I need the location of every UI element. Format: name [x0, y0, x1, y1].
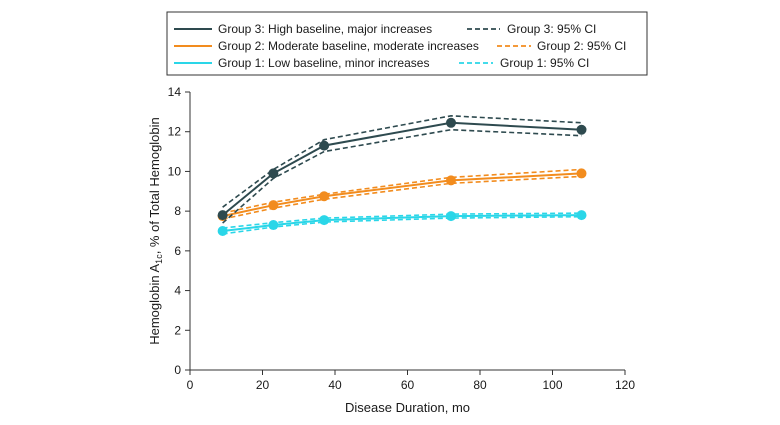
x-axis-title: Disease Duration, mo — [345, 400, 470, 415]
y-tick-label: 12 — [168, 125, 182, 139]
data-point — [576, 168, 587, 179]
axes — [189, 92, 625, 371]
data-point — [319, 215, 330, 226]
y-axis-title-subscript: 1c — [154, 254, 164, 264]
data-point — [268, 220, 279, 231]
data-point — [576, 210, 587, 221]
data-point — [576, 124, 587, 135]
y-axis-title: Hemoglobin A1c, % of Total Hemoglobin — [147, 117, 164, 345]
ci-upper-line — [222, 115, 582, 208]
legend-ci-label: Group 2: 95% CI — [537, 39, 626, 53]
data-point — [217, 226, 228, 236]
data-point — [446, 211, 456, 222]
y-axis-title-prefix: Hemoglobin A — [147, 263, 162, 344]
data-point — [268, 200, 279, 211]
legend-label: Group 2: Moderate baseline, moderate inc… — [218, 39, 479, 53]
data-point — [446, 117, 456, 128]
data-point — [446, 175, 456, 186]
ci-lower-line — [222, 128, 582, 224]
y-tick-label: 14 — [168, 85, 182, 99]
data-point — [319, 140, 330, 151]
x-tick-label: 120 — [615, 378, 635, 392]
y-tick-label: 10 — [168, 164, 182, 178]
x-tick-label: 60 — [401, 378, 415, 392]
x-tick-label: 100 — [542, 378, 562, 392]
x-tick-label: 0 — [187, 378, 194, 392]
ci-upper-line — [222, 168, 582, 214]
y-tick-label: 8 — [174, 204, 181, 218]
legend-ci-label: Group 1: 95% CI — [500, 56, 589, 70]
data-point — [319, 191, 330, 202]
legend: Group 3: High baseline, major increases G… — [174, 22, 626, 70]
y-tick-label: 2 — [174, 323, 181, 337]
data-point — [217, 210, 228, 221]
legend-label: Group 1: Low baseline, minor increases — [218, 56, 429, 70]
y-axis-title-suffix: , % of Total Hemoglobin — [147, 117, 162, 254]
series — [217, 115, 587, 236]
y-tick-label: 6 — [174, 244, 181, 258]
ci-lower-line — [222, 215, 582, 235]
y-tick-label: 0 — [174, 363, 181, 377]
legend-ci-label: Group 3: 95% CI — [507, 22, 596, 36]
legend-box — [166, 11, 648, 76]
x-tick-label: 80 — [473, 378, 487, 392]
x-tick-label: 40 — [328, 378, 342, 392]
legend-label: Group 3: High baseline, major increases — [218, 22, 432, 36]
ci-lower-line — [222, 175, 582, 220]
ci-upper-line — [222, 212, 582, 229]
data-point — [268, 168, 279, 179]
y-tick-label: 4 — [174, 284, 181, 298]
tick-labels: 0 20 40 60 80 100 120 0 2 4 6 8 10 12 14 — [168, 85, 636, 392]
x-tick-label: 20 — [256, 378, 270, 392]
